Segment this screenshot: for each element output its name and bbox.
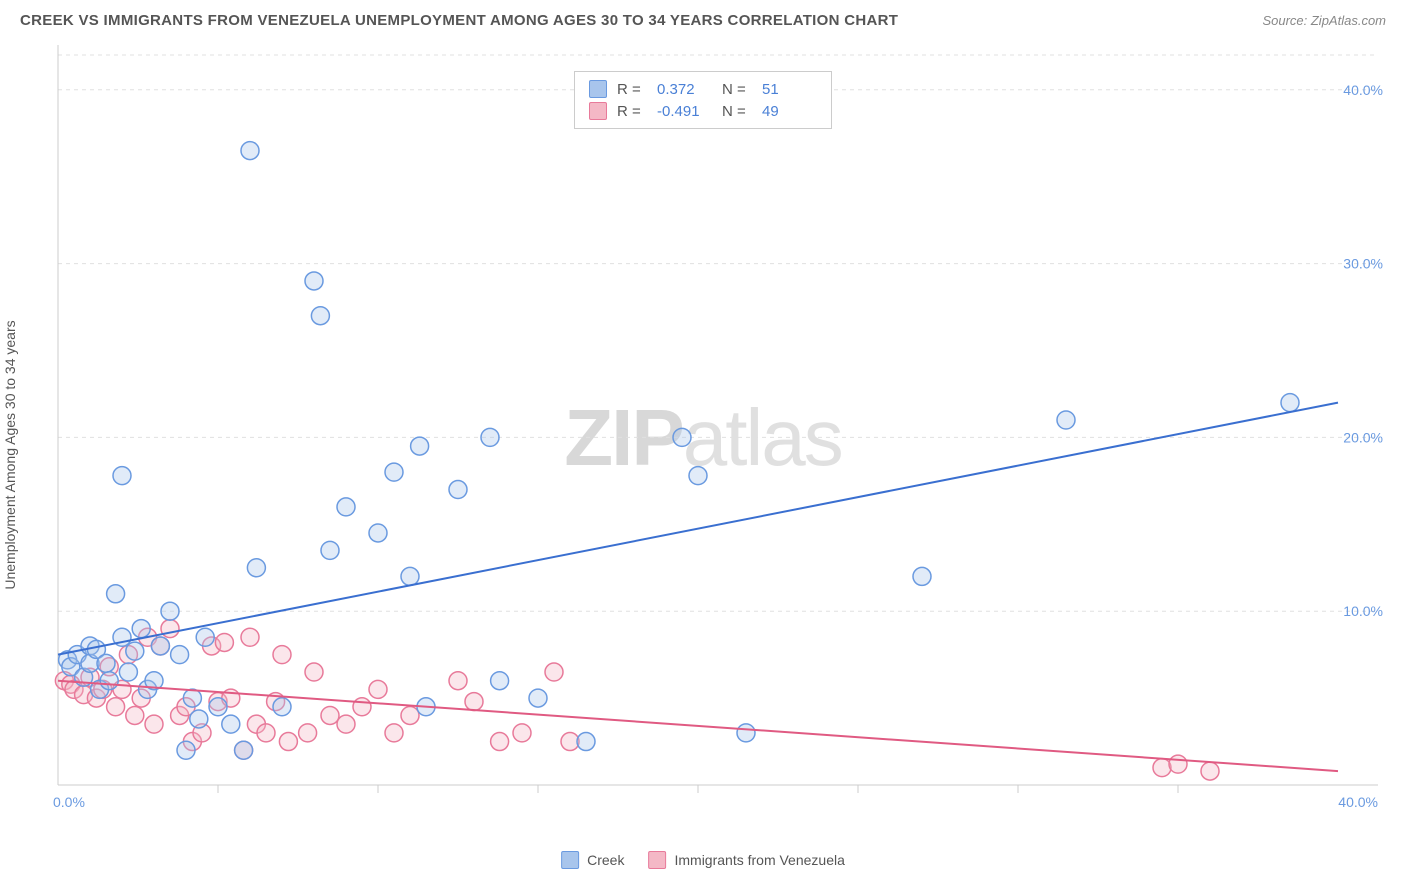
legend-bottom-swatch-2 (648, 851, 666, 869)
y-axis-label: Unemployment Among Ages 30 to 34 years (2, 320, 18, 589)
legend-n-value-2: 49 (762, 103, 817, 120)
chart-title: CREEK VS IMMIGRANTS FROM VENEZUELA UNEMP… (20, 12, 898, 29)
series-legend: Creek Immigrants from Venezuela (561, 851, 845, 869)
svg-text:40.0%: 40.0% (1338, 794, 1378, 810)
chart-container: Unemployment Among Ages 30 to 34 years Z… (0, 35, 1406, 875)
legend-r-value-1: 0.372 (657, 81, 712, 98)
legend-row-1: R = 0.372 N = 51 (589, 78, 817, 100)
legend-r-label-1: R = (617, 81, 647, 98)
legend-item-1: Creek (561, 851, 624, 869)
legend-r-label-2: R = (617, 103, 647, 120)
svg-text:30.0%: 30.0% (1343, 256, 1383, 272)
legend-bottom-swatch-1 (561, 851, 579, 869)
y-tick-labels: 10.0% 20.0% 30.0% 40.0% (1343, 82, 1383, 619)
legend-item-2: Immigrants from Venezuela (648, 851, 844, 869)
legend-n-label-1: N = (722, 81, 752, 98)
svg-text:40.0%: 40.0% (1343, 82, 1383, 98)
legend-n-value-1: 51 (762, 81, 817, 98)
legend-swatch-2 (589, 102, 607, 120)
legend-row-2: R = -0.491 N = 49 (589, 100, 817, 122)
svg-text:0.0%: 0.0% (53, 794, 85, 810)
series-1-points (59, 142, 1299, 760)
trend-lines (58, 403, 1338, 771)
legend-r-value-2: -0.491 (657, 103, 712, 120)
svg-text:10.0%: 10.0% (1343, 603, 1383, 619)
legend-n-label-2: N = (722, 103, 752, 120)
x-tick-labels: 0.0% 40.0% (53, 794, 1378, 810)
source-label: Source: ZipAtlas.com (1262, 13, 1386, 28)
scatter-chart: 10.0% 20.0% 30.0% 40.0% 0.0% 40.0% (48, 35, 1388, 835)
legend-bottom-label-1: Creek (587, 852, 624, 868)
series-2-points (55, 620, 1219, 781)
correlation-legend: R = 0.372 N = 51 R = -0.491 N = 49 (574, 71, 832, 129)
header: CREEK VS IMMIGRANTS FROM VENEZUELA UNEMP… (0, 0, 1406, 35)
svg-text:20.0%: 20.0% (1343, 429, 1383, 445)
gridlines (58, 55, 1378, 793)
legend-bottom-label-2: Immigrants from Venezuela (674, 852, 844, 868)
legend-swatch-1 (589, 80, 607, 98)
